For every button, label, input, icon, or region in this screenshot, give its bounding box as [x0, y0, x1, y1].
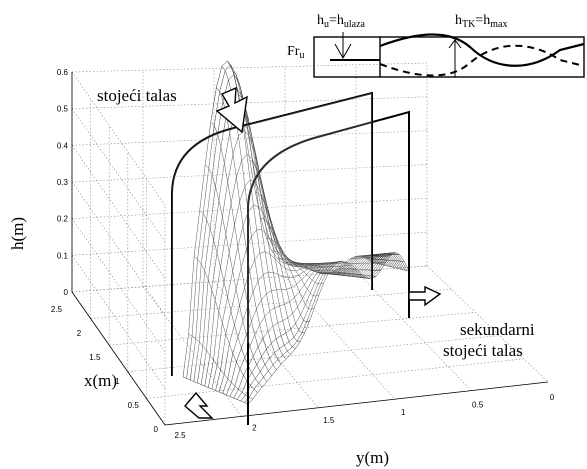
water-surface-mesh: [182, 60, 410, 405]
fr-subscript: u: [299, 50, 305, 61]
floor-line: [355, 270, 472, 391]
mesh-line: [199, 210, 263, 388]
htk-subscript: TK: [462, 19, 476, 30]
flow-arrows: [184, 86, 442, 419]
secondary-wave-label-1: sekundarni: [460, 320, 535, 339]
x-tick-label: 0: [154, 425, 159, 434]
y-tick-label: 2: [252, 423, 257, 432]
y-tick-label: 2.5: [174, 431, 186, 440]
secondary-wave-label-2: stojeći talas: [443, 341, 523, 360]
mesh-line: [193, 256, 258, 393]
h-tick-label: 0.1: [57, 251, 69, 260]
grid-h-line: [71, 62, 428, 73]
back-wall: [171, 91, 373, 376]
inset-htk-label: hTK=hmax: [455, 14, 507, 30]
h-tick-label: 0.3: [57, 178, 69, 187]
hulaza-subscript: ulaza: [343, 19, 365, 30]
x-axis-line: [71, 291, 166, 426]
h-tick-label: 0.5: [57, 105, 69, 114]
mesh-line: [238, 94, 296, 349]
grid-side-line: [71, 145, 166, 279]
mesh-line: [333, 271, 376, 277]
mesh-line: [205, 164, 268, 382]
y-tick-label: 1.5: [323, 416, 335, 425]
inset-diagram: [313, 32, 585, 78]
mesh-line: [243, 125, 301, 342]
mesh-line: [249, 159, 305, 334]
mesh-line: [277, 258, 329, 275]
inset-frame: [313, 36, 585, 78]
y-tick-label: 1: [401, 408, 406, 417]
x-tick-label: 1: [115, 377, 120, 386]
x-tick-label: 0.5: [128, 401, 140, 410]
axis-box: [71, 72, 549, 426]
h-tick-label: 0: [64, 288, 69, 297]
inset-solid-wave: [379, 33, 585, 67]
hu-subscript: u: [324, 19, 329, 30]
floor-line: [142, 286, 242, 417]
x-tick-label: 1.5: [89, 353, 101, 362]
secondary-wave-arrow: [408, 285, 442, 307]
mesh-line: [305, 265, 353, 269]
floor-line: [284, 276, 396, 400]
front-wall: [247, 110, 410, 425]
mesh-line: [266, 237, 320, 297]
mesh-line: [182, 376, 249, 405]
floor-line: [146, 358, 524, 399]
mesh-line: [210, 121, 272, 376]
x-axis-label: x(m): [84, 371, 118, 390]
mesh-line: [338, 267, 381, 271]
mesh-line: [344, 262, 386, 264]
h-tick-label: 0.2: [57, 215, 69, 224]
mesh-line: [349, 255, 391, 260]
mesh-line: [227, 60, 287, 360]
grid-side-line: [71, 181, 166, 316]
mesh-line: [271, 250, 324, 285]
standing-wave-arrow: [215, 86, 248, 134]
mesh-line: [360, 254, 400, 257]
h-axis-label: h(m): [8, 216, 27, 250]
x-tick-label: 2.5: [51, 305, 63, 314]
standing-wave-label: stojeći talas: [97, 86, 177, 105]
mesh-line: [355, 252, 395, 257]
floor-line: [90, 288, 452, 319]
wall-shading: [172, 93, 372, 376]
mesh-line: [288, 261, 339, 265]
y-tick-label: 0: [550, 393, 555, 402]
floor-line: [127, 335, 500, 373]
hu-equals: =h: [329, 13, 344, 28]
h-tick-label: 0.4: [57, 141, 69, 150]
grid-side-line: [71, 218, 166, 352]
mesh-line: [310, 269, 357, 271]
tick-labels: 0.60.50.40.30.20.102.521.510.502.521.510…: [51, 68, 555, 440]
floor-line: [213, 281, 319, 408]
y-axis-label: y(m): [356, 448, 390, 467]
mesh-line: [294, 260, 343, 266]
mesh-line: [327, 273, 372, 280]
y-tick-label: 0.5: [472, 401, 484, 410]
hu-symbol: h: [317, 13, 324, 28]
htk-symbol: h: [455, 13, 462, 28]
h-tick-label: 0.6: [57, 68, 69, 77]
fr-symbol: Fr: [287, 44, 300, 59]
inlet-arrow: [184, 391, 214, 419]
mesh-line: [188, 333, 253, 400]
grid-side-line: [71, 71, 166, 206]
mesh-line: [232, 71, 291, 355]
inset-fr-label: Fru: [287, 45, 304, 61]
x-tick-label: 2: [77, 329, 82, 338]
mesh-line: [371, 262, 410, 272]
grid-side-line: [71, 255, 166, 389]
grid-side-line: [71, 108, 166, 242]
y-axis-line: [164, 381, 549, 426]
inset-dashed-wave: [379, 44, 585, 77]
mesh-line: [260, 218, 315, 310]
hmax-subscript: max: [490, 19, 508, 30]
inset-hu-label: hu=hulaza: [317, 14, 365, 30]
channel-walls: [171, 91, 410, 425]
htk-equals: =h: [475, 13, 491, 28]
mesh-line: [299, 262, 348, 268]
